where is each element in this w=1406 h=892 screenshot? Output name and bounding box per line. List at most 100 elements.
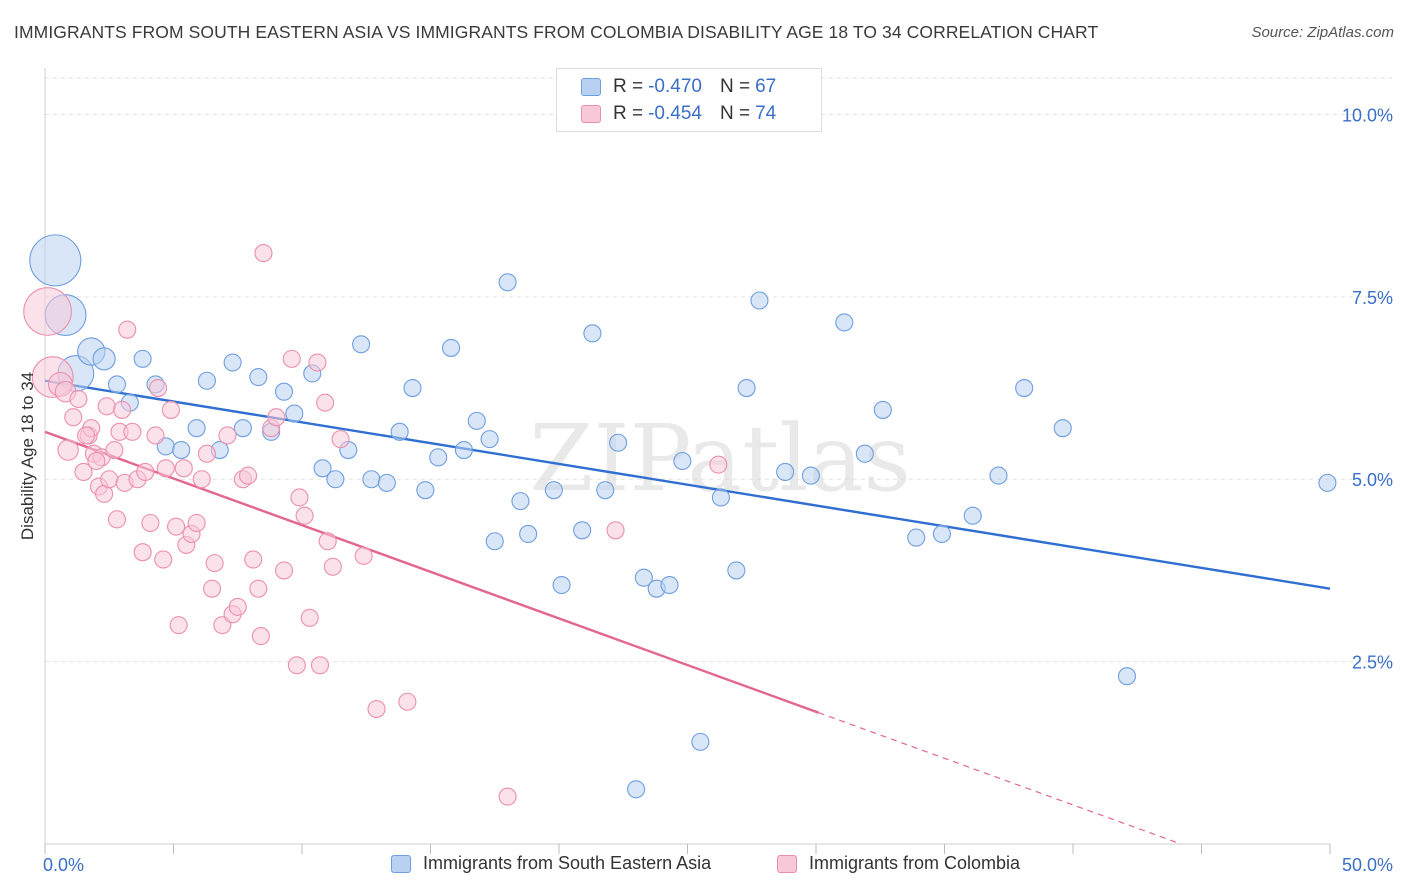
- legend-row-series2: R = -0.454 N = 74: [581, 100, 776, 128]
- bottom-legend: Immigrants from South Eastern Asia Immig…: [0, 851, 1406, 879]
- blue-point: [545, 482, 562, 499]
- blue-point: [990, 467, 1007, 484]
- blue-point: [856, 445, 873, 462]
- blue-point: [173, 442, 190, 459]
- y-axis-label: Disability Age 18 to 34: [18, 372, 38, 540]
- legend-r-label: R =: [613, 76, 643, 98]
- blue-point: [276, 383, 293, 400]
- scatter-points: [24, 235, 1336, 805]
- blue-point: [584, 325, 601, 342]
- blue-point: [674, 453, 691, 470]
- bottom-legend-series2: Immigrants from Colombia: [777, 853, 1020, 874]
- pink-point: [219, 427, 236, 444]
- blue-point: [499, 274, 516, 291]
- pink-point: [24, 288, 72, 336]
- blue-point: [836, 314, 853, 331]
- bottom-legend-swatch-blue: [391, 855, 411, 873]
- blue-point: [404, 380, 421, 397]
- y-tick-label: 2.5%: [1352, 653, 1393, 673]
- blue-point: [964, 507, 981, 524]
- blue-point: [93, 348, 115, 370]
- pink-point: [283, 350, 300, 367]
- pink-point: [317, 394, 334, 411]
- blue-point: [610, 434, 627, 451]
- blue-point: [628, 781, 645, 798]
- pink-point: [188, 515, 205, 532]
- blue-point: [378, 474, 395, 491]
- pink-point: [168, 518, 185, 535]
- pink-point: [198, 445, 215, 462]
- blue-point: [1016, 380, 1033, 397]
- blue-point: [224, 354, 241, 371]
- pink-point: [119, 321, 136, 338]
- blue-point: [430, 449, 447, 466]
- pink-point: [252, 628, 269, 645]
- blue-point: [574, 522, 591, 539]
- pink-point: [288, 657, 305, 674]
- blue-point: [134, 350, 151, 367]
- y-tick-label: 7.5%: [1352, 288, 1393, 308]
- legend-r-value: -0.470: [648, 76, 702, 98]
- pink-point: [124, 423, 141, 440]
- pink-point: [255, 245, 272, 262]
- blue-point: [728, 562, 745, 579]
- blue-point: [933, 525, 950, 542]
- pink-point: [311, 657, 328, 674]
- pink-point: [106, 442, 123, 459]
- blue-point: [188, 420, 205, 437]
- pink-point: [142, 515, 159, 532]
- pink-point: [245, 551, 262, 568]
- blue-point: [553, 577, 570, 594]
- blue-point: [1319, 474, 1336, 491]
- pink-point: [147, 427, 164, 444]
- blue-point: [712, 489, 729, 506]
- pink-point: [101, 471, 118, 488]
- pink-point: [268, 409, 285, 426]
- blue-point: [353, 336, 370, 353]
- blue-point: [1118, 668, 1135, 685]
- pink-point: [710, 456, 727, 473]
- pink-trend-extension: [819, 713, 1181, 844]
- blue-point: [512, 493, 529, 510]
- y-tick-label: 10.0%: [1342, 105, 1393, 125]
- pink-point: [88, 453, 105, 470]
- legend-swatch-blue: [581, 78, 601, 96]
- blue-point: [874, 401, 891, 418]
- blue-point: [597, 482, 614, 499]
- pink-point: [108, 511, 125, 528]
- scatter-chart: ZIPatlas 2.5%5.0%7.5%10.0% 0.0%50.0%: [0, 0, 1406, 892]
- pink-point: [319, 533, 336, 550]
- blue-point: [198, 372, 215, 389]
- pink-point: [399, 693, 416, 710]
- blue-point: [481, 431, 498, 448]
- bottom-legend-series1: Immigrants from South Eastern Asia: [391, 853, 711, 874]
- legend-n-label: N =: [720, 103, 750, 125]
- pink-point: [162, 401, 179, 418]
- legend-r-value: -0.454: [648, 103, 702, 125]
- blue-point: [777, 463, 794, 480]
- blue-point: [486, 533, 503, 550]
- pink-point: [499, 788, 516, 805]
- legend-n-value: 74: [755, 103, 776, 125]
- blue-point: [802, 467, 819, 484]
- legend-row-series1: R = -0.470 N = 67: [581, 73, 776, 101]
- blue-point: [391, 423, 408, 440]
- pink-point: [291, 489, 308, 506]
- pink-point: [137, 463, 154, 480]
- pink-point: [276, 562, 293, 579]
- y-tick-labels: 2.5%5.0%7.5%10.0%: [1342, 105, 1393, 672]
- pink-point: [229, 598, 246, 615]
- correlation-legend: R = -0.470 N = 67 R = -0.454 N = 74: [556, 68, 822, 132]
- blue-point: [234, 420, 251, 437]
- pink-point: [206, 555, 223, 572]
- legend-r-label: R =: [613, 103, 643, 125]
- pink-point: [368, 701, 385, 718]
- pink-point: [70, 390, 87, 407]
- pink-point: [309, 354, 326, 371]
- pink-point: [98, 398, 115, 415]
- blue-point: [327, 471, 344, 488]
- bottom-legend-label: Immigrants from Colombia: [809, 853, 1020, 874]
- pink-point: [155, 551, 172, 568]
- pink-point: [301, 609, 318, 626]
- blue-point: [751, 292, 768, 309]
